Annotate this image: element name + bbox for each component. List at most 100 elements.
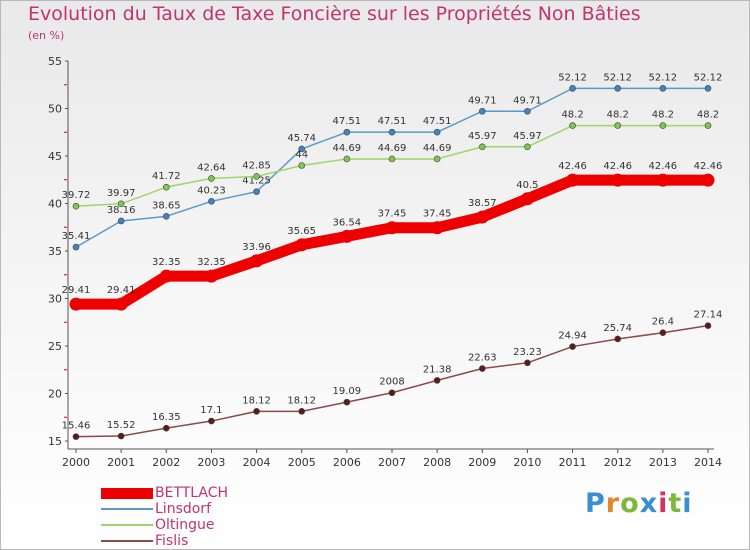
logo-letter: i: [682, 488, 693, 519]
data-label-fislis-2010: 23.23: [513, 347, 542, 358]
data-label-bettlach-2004: 33.96: [242, 242, 271, 253]
y-tick-label-25: 25: [48, 340, 62, 353]
point-bettlach-2008: [430, 221, 444, 235]
data-label-fislis-2003: 17.1: [200, 405, 222, 416]
point-bettlach-2012: [611, 173, 625, 187]
legend-swatch-oltingue: [101, 524, 153, 526]
data-label-linsdorf-2007: 47.51: [378, 116, 407, 127]
point-bettlach-2013: [656, 173, 670, 187]
data-label-linsdorf-2001: 38.16: [107, 205, 136, 216]
point-fislis-2003: [208, 417, 215, 425]
data-label-fislis-2012: 25.74: [603, 323, 632, 334]
data-label-fislis-2006: 19.09: [333, 386, 362, 397]
point-oltingue-2007: [388, 155, 396, 163]
x-tick-label-2011: 2011: [559, 456, 587, 469]
x-tick-label-2007: 2007: [378, 456, 406, 469]
data-label-oltingue-2009: 45.97: [468, 131, 497, 142]
point-oltingue-2006: [343, 155, 351, 163]
point-linsdorf-2012: [614, 85, 622, 92]
data-label-linsdorf-2009: 49.71: [468, 95, 497, 106]
data-label-fislis-2005: 18.12: [287, 395, 316, 406]
point-oltingue-2005: [298, 162, 306, 169]
point-fislis-2007: [388, 389, 396, 397]
series-line-bettlach: [70, 174, 714, 310]
data-label-oltingue-2005: 44: [295, 150, 308, 161]
y-tick-label-50: 50: [48, 103, 62, 116]
data-label-linsdorf-2008: 47.51: [423, 116, 452, 127]
point-oltingue-2008: [433, 155, 441, 163]
data-label-linsdorf-2000: 35.41: [62, 231, 91, 242]
data-label-fislis-2011: 24.94: [558, 331, 587, 342]
y-tick-label-40: 40: [48, 198, 62, 211]
logo-letter: x: [639, 488, 659, 519]
logo-letter: i: [658, 488, 669, 519]
data-label-oltingue-2006: 44.69: [333, 143, 362, 154]
y-tick-label-15: 15: [48, 435, 62, 448]
point-bettlach-2006: [340, 229, 354, 243]
x-tick-label-2014: 2014: [694, 456, 722, 469]
point-bettlach-2007: [385, 221, 399, 235]
x-tick-label-2009: 2009: [468, 456, 496, 469]
point-linsdorf-2013: [659, 85, 667, 92]
data-label-linsdorf-2004: 41.25: [242, 176, 271, 187]
point-bettlach-2002: [159, 269, 173, 283]
point-linsdorf-2004: [253, 188, 260, 195]
data-label-linsdorf-2006: 47.51: [333, 116, 362, 127]
point-oltingue-2014: [704, 122, 712, 129]
point-oltingue-2012: [614, 122, 622, 129]
data-label-linsdorf-2010: 49.71: [513, 95, 542, 106]
chart-title: Evolution du Taux de Taxe Foncière sur l…: [28, 3, 641, 25]
legend-label-linsdorf: Linsdorf: [155, 501, 211, 517]
data-label-fislis-2000: 15.46: [62, 421, 91, 432]
data-label-bettlach-2003: 32.35: [197, 257, 226, 268]
data-label-oltingue-2007: 44.69: [378, 143, 407, 154]
point-linsdorf-2008: [433, 128, 441, 136]
legend-label-bettlach: BETTLACH: [155, 485, 229, 501]
y-tick-label-45: 45: [48, 150, 62, 163]
point-fislis-2009: [478, 365, 486, 372]
point-fislis-2005: [298, 408, 306, 415]
data-label-fislis-2013: 26.4: [652, 317, 674, 328]
data-label-bettlach-2011: 42.46: [558, 161, 587, 172]
x-tick-label-2012: 2012: [604, 456, 632, 469]
data-label-oltingue-2013: 48.2: [652, 110, 674, 121]
legend-swatch-fislis: [101, 540, 153, 542]
point-bettlach-2003: [204, 269, 218, 283]
y-tick-label-30: 30: [48, 293, 62, 306]
legend-swatch-bettlach: [101, 487, 153, 499]
data-label-fislis-2004: 18.12: [242, 395, 271, 406]
data-label-oltingue-2014: 48.2: [697, 110, 719, 121]
point-linsdorf-2000: [72, 243, 80, 251]
data-label-bettlach-2012: 42.46: [603, 161, 632, 172]
point-oltingue-2010: [524, 143, 531, 151]
data-label-fislis-2007: 2008: [379, 377, 404, 388]
data-label-linsdorf-2005: 45.74: [287, 133, 316, 144]
point-oltingue-2000: [72, 202, 80, 210]
data-label-oltingue-2002: 41.72: [152, 171, 181, 182]
point-linsdorf-2009: [478, 107, 486, 115]
data-label-linsdorf-2012: 52.12: [603, 72, 632, 83]
x-tick-label-2004: 2004: [243, 456, 271, 469]
point-oltingue-2009: [478, 143, 486, 151]
data-label-oltingue-2008: 44.69: [423, 143, 452, 154]
y-tick-label-20: 20: [48, 388, 62, 401]
data-label-bettlach-2000: 29.41: [62, 285, 91, 296]
data-label-linsdorf-2014: 52.12: [694, 72, 723, 83]
logo-letter: t: [668, 488, 683, 519]
point-fislis-2002: [162, 424, 170, 432]
point-bettlach-2005: [295, 238, 309, 252]
point-fislis-2004: [253, 408, 260, 415]
data-label-oltingue-2010: 45.97: [513, 131, 542, 142]
point-oltingue-2013: [659, 122, 667, 129]
point-bettlach-2001: [114, 297, 128, 311]
logo-letter: P: [585, 488, 606, 519]
data-label-oltingue-2000: 39.72: [62, 190, 91, 201]
data-label-fislis-2002: 16.35: [152, 412, 181, 423]
legend-label-oltingue: Oltingue: [155, 517, 215, 533]
data-label-oltingue-2011: 48.2: [561, 110, 583, 121]
point-linsdorf-2007: [388, 128, 396, 136]
point-linsdorf-2006: [343, 128, 351, 136]
logo-letter: o: [620, 488, 640, 519]
data-label-bettlach-2014: 42.46: [694, 161, 723, 172]
